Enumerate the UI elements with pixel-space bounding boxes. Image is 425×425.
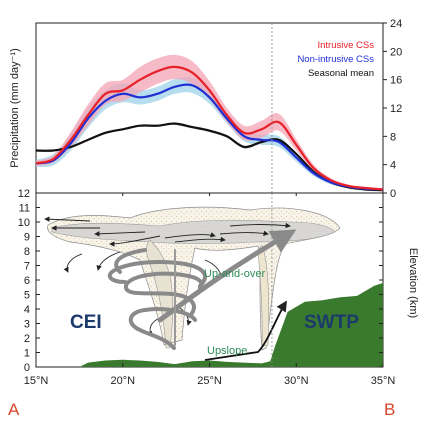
latitude-tick-label: 25°N — [197, 375, 222, 387]
right-tower — [257, 244, 270, 347]
latitude-tick-label: 35°N — [371, 375, 396, 387]
precip-tick-label: 8 — [390, 131, 396, 143]
outflow-arrow — [63, 253, 83, 273]
elevation-tick-label: 10 — [18, 217, 30, 229]
elevation-tick-label: 1 — [24, 348, 30, 360]
elevation-tick-label: 5 — [24, 290, 30, 302]
corner-label-a: A — [8, 400, 20, 419]
uncertainty-bands — [36, 54, 383, 191]
spiral-arm — [107, 260, 207, 288]
corner-label-b: B — [384, 400, 395, 419]
elevation-tick-label: 3 — [24, 319, 30, 331]
line-intrusive-css — [35, 65, 384, 191]
elevation-tick-label: 4 — [24, 304, 30, 316]
latitude-tick-label: 30°N — [284, 375, 309, 387]
precip-y-axis: 0 4 8 12 16 20 24 — [383, 18, 402, 200]
legend-seasonal-mean: Seasonal mean — [308, 68, 374, 79]
latitude-tick-label: 20°N — [110, 375, 135, 387]
precip-tick-label: 12 — [390, 103, 402, 115]
precip-tick-label: 0 — [390, 188, 396, 200]
series-lines — [35, 65, 384, 192]
legend-intrusive: Intrusive CSs — [318, 40, 375, 51]
precip-tick-label: 4 — [390, 160, 396, 172]
outflow-arrows — [44, 216, 291, 337]
elevation-tick-label: 2 — [24, 333, 30, 345]
outflow-arrow — [44, 216, 91, 222]
region-label-swtp: SWTP — [304, 312, 359, 333]
outflow-arrow — [174, 236, 226, 243]
vortex-spiral — [107, 229, 297, 350]
legend-non-intrusive: Non-intrusive CSs — [297, 54, 374, 65]
precipitation-panel: 0 4 8 12 16 20 24 Precipitation (mm day⁻¹) Int… — [9, 18, 402, 200]
outflow-arrow — [96, 251, 121, 271]
outflow-arrow — [109, 235, 161, 247]
elevation-tick-label: 11 — [19, 203, 30, 215]
outflow-arrow — [229, 222, 291, 229]
flow-label-upslope: Upslope — [207, 345, 247, 357]
precip-axis-title: Precipitation (mm day⁻¹) — [9, 48, 21, 168]
elevation-tick-label: 6 — [24, 275, 30, 287]
elevation-tick-label: 8 — [24, 246, 30, 258]
outflow-arrow — [219, 230, 269, 236]
elevation-tick-label: 9 — [24, 232, 30, 244]
circulation-diagram-panel: CEI SWTP Up-and-over Upslope 01234567891… — [18, 188, 419, 387]
spiral-arm — [114, 248, 147, 274]
outflow-arrow — [94, 231, 146, 237]
upslope-arrow-path — [204, 300, 287, 361]
up-and-over-arrow — [157, 229, 297, 323]
terrain — [36, 282, 383, 367]
legend: Intrusive CSs Non-intrusive CSs Seasonal… — [297, 40, 374, 79]
flow-label-up-and-over: Up-and-over — [204, 268, 265, 280]
precip-tick-label: 20 — [390, 46, 402, 58]
line-non-intrusive-css — [35, 83, 384, 191]
spiral-arm — [124, 271, 204, 318]
latitude-tick-label: 15°N — [24, 375, 49, 387]
band-intrusive-css — [36, 54, 383, 191]
latitude-x-axis: 15°N 20°N 25°N 30°N 35°N — [24, 193, 396, 387]
precip-tick-label: 16 — [390, 75, 402, 87]
outflow-arrow — [164, 232, 216, 239]
elevation-axis-title: Elevation (km) — [407, 248, 419, 318]
elevation-tick-label: 0 — [24, 362, 30, 374]
precip-tick-label: 24 — [390, 18, 402, 30]
upslope-arrow — [204, 300, 287, 361]
region-label-cei: CEI — [70, 312, 102, 333]
elevation-tick-label: 7 — [24, 261, 30, 273]
elevation-tick-label: 12 — [18, 188, 30, 200]
